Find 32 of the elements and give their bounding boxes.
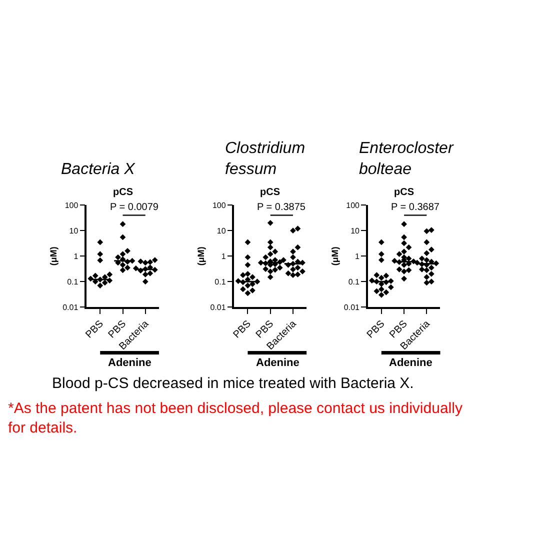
y-axis-title: (μM) (330, 246, 340, 266)
chart-subtitle: pCS (394, 187, 414, 198)
y-tick-label: 100 (346, 200, 360, 210)
text: Blood p-CS decreased in mice treated with Bacteria X. (52, 375, 414, 392)
annotation: P = 0.0079 (110, 202, 159, 213)
y-tick-label: 100 (64, 200, 79, 210)
chart-subtitle: pCS (113, 187, 134, 198)
y-tick-label: 10 (69, 226, 79, 236)
y-tick-label: 0.1 (214, 277, 226, 286)
y-tick-label: 100 (212, 200, 226, 210)
text: *As the patent has not been disclosed, please contact us individually for details. (8, 400, 463, 436)
y-tick-label: 10 (216, 226, 226, 236)
y-tick-label: 1 (355, 252, 360, 261)
text: Adenine (389, 357, 432, 369)
chart-subtitle: pCS (260, 187, 280, 198)
y-tick-label: 0.1 (348, 277, 360, 286)
y-tick-label: 0.1 (67, 277, 79, 286)
y-tick-label: 0.01 (210, 302, 226, 312)
y-tick-label: 0.01 (344, 302, 360, 312)
y-axis-title: (μM) (48, 246, 58, 266)
chart-title: Clostridium fessum (225, 140, 306, 178)
chart-title: Bacteria X (61, 161, 136, 178)
y-tick-label: 0.01 (62, 302, 79, 312)
y-axis-title: (μM) (196, 246, 206, 266)
y-tick-label: 1 (221, 252, 226, 261)
y-tick-label: 1 (74, 252, 79, 261)
text: Adenine (108, 357, 152, 369)
annotation: P = 0.3875 (257, 202, 306, 213)
chart-title: Enterocloster bolteae (359, 140, 454, 178)
y-tick-label: 10 (350, 226, 360, 236)
annotation: P = 0.3687 (391, 202, 440, 213)
text: Adenine (256, 357, 300, 369)
